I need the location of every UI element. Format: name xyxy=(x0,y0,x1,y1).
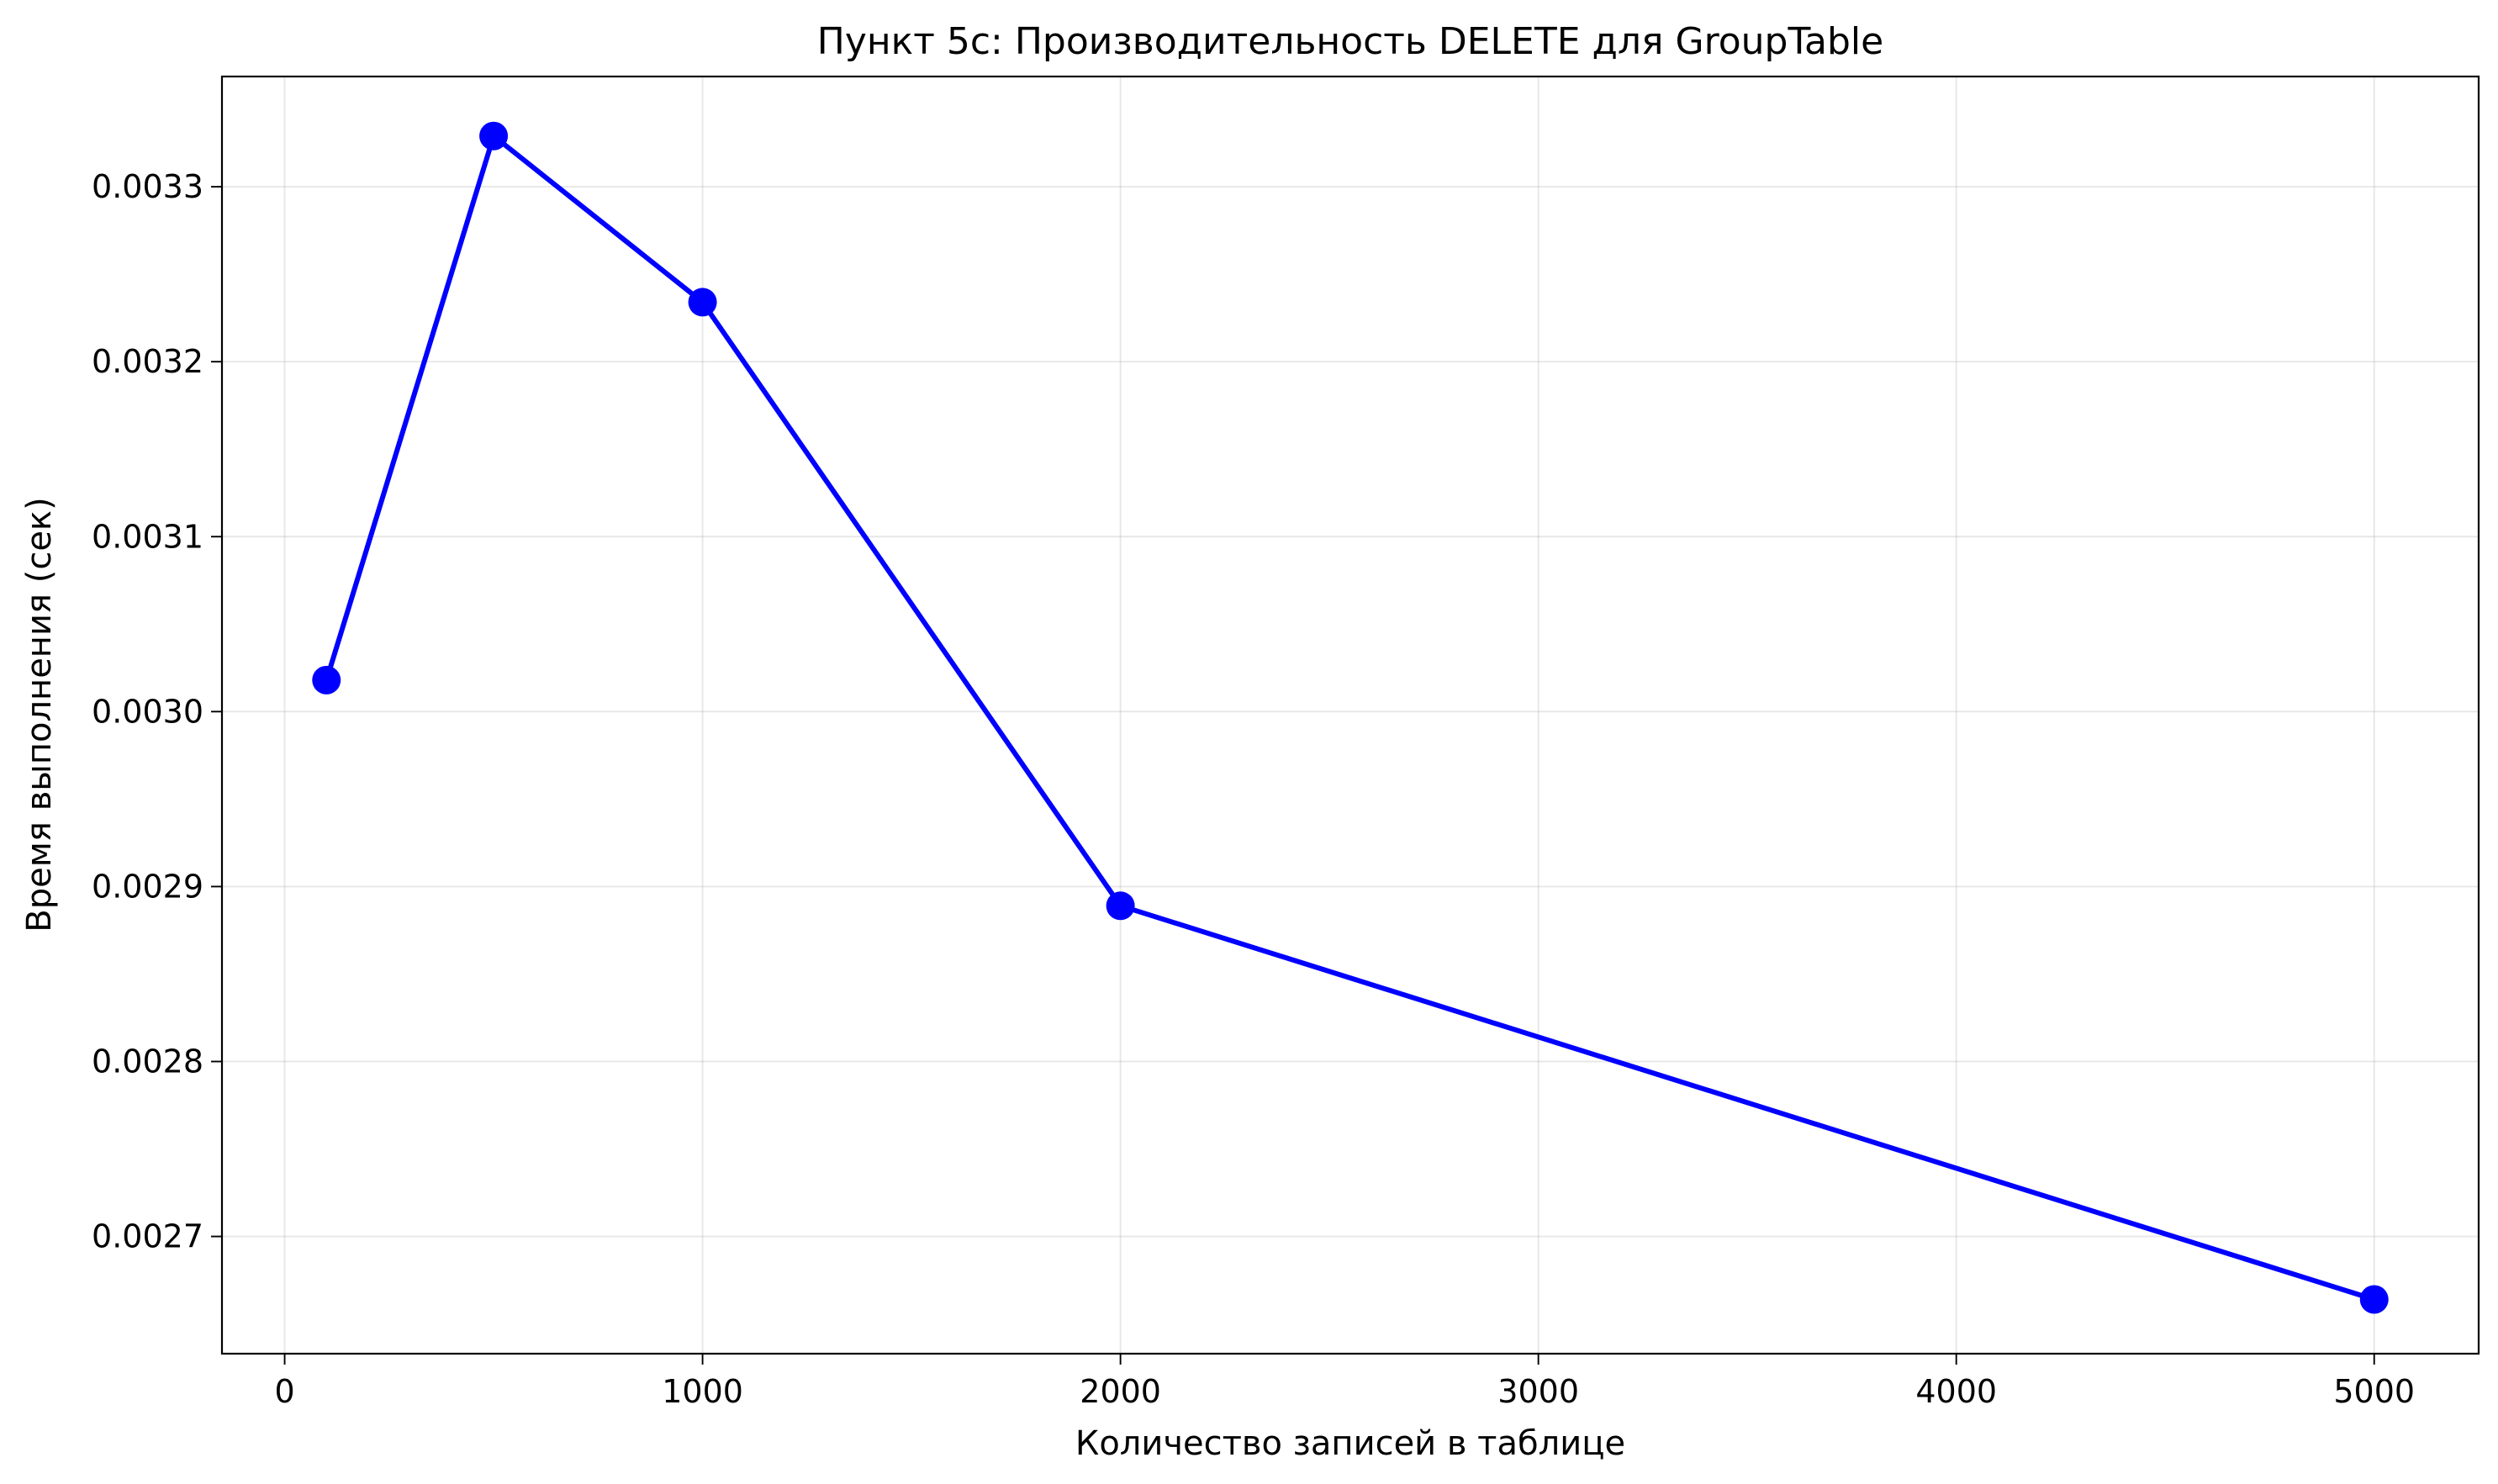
y-tick-label: 0.0029 xyxy=(92,868,203,905)
y-tick-label: 0.0028 xyxy=(92,1043,203,1080)
data-point xyxy=(2359,1285,2389,1314)
y-tick-label: 0.0032 xyxy=(92,343,203,380)
x-tick-label: 0 xyxy=(274,1373,294,1410)
data-point xyxy=(1106,891,1135,921)
y-tick-label: 0.0027 xyxy=(92,1218,203,1255)
y-tick-label: 0.0030 xyxy=(92,693,203,730)
data-point xyxy=(688,288,717,317)
y-axis-ticks: 0.0027 0.0028 0.0029 0.0030 0.0031 0.0032 0.00… xyxy=(92,168,222,1255)
y-axis-label: Время выполнения (сек) xyxy=(20,497,59,932)
data-point xyxy=(479,121,509,151)
x-axis-label: Количество записей в таблице xyxy=(1075,1424,1625,1463)
x-tick-label: 1000 xyxy=(662,1373,743,1410)
x-tick-label: 4000 xyxy=(1915,1373,1997,1410)
chart-title: Пункт 5c: Производительность DELETE для … xyxy=(817,20,1883,63)
y-tick-label: 0.0033 xyxy=(92,168,203,205)
x-tick-label: 2000 xyxy=(1080,1373,1161,1410)
grid xyxy=(222,77,2479,1354)
x-axis-ticks: 0 1000 2000 3000 4000 5000 xyxy=(274,1354,2415,1410)
y-tick-label: 0.0031 xyxy=(92,518,203,555)
data-point xyxy=(312,665,341,694)
series-layer xyxy=(312,121,2389,1314)
x-tick-label: 3000 xyxy=(1497,1373,1579,1410)
plot-frame xyxy=(220,75,2480,1355)
x-tick-label: 5000 xyxy=(2333,1373,2415,1410)
